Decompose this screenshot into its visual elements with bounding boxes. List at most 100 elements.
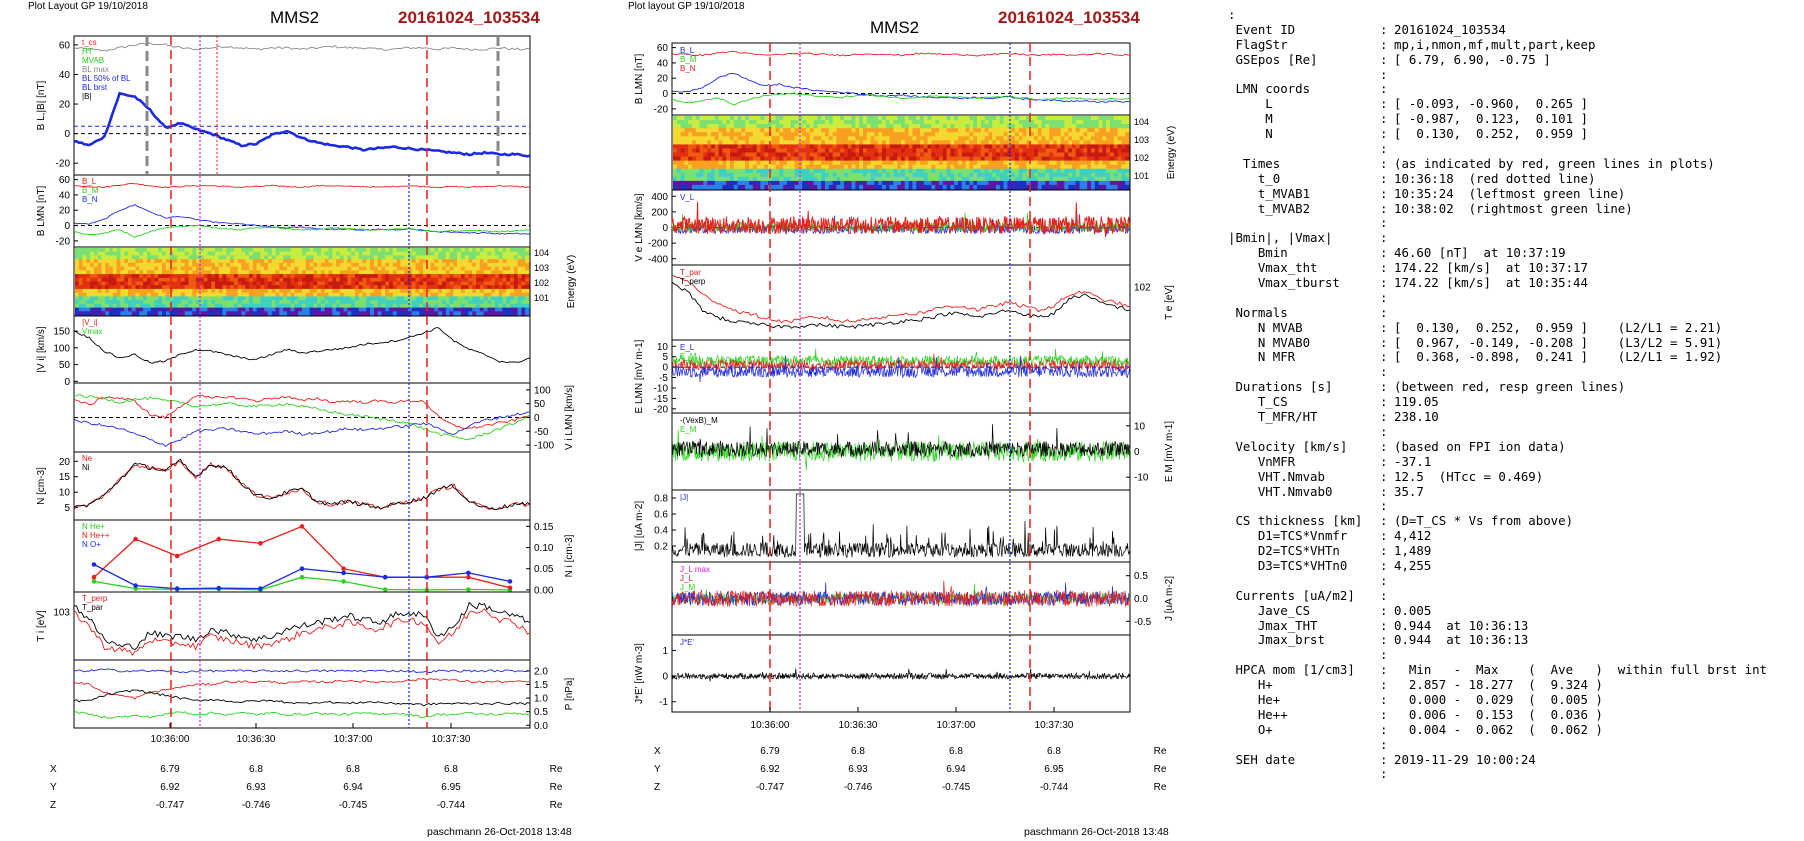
- heatmap-cell: [813, 128, 818, 133]
- heatmap-cell: [430, 270, 435, 275]
- heatmap-cell: [173, 307, 178, 312]
- heatmap-cell: [143, 251, 148, 256]
- heatmap-cell: [1117, 132, 1122, 137]
- heatmap-cell: [901, 132, 906, 137]
- heatmap-cell: [764, 132, 769, 137]
- heatmap-cell: [521, 270, 526, 275]
- heatmap-cell: [737, 168, 742, 174]
- heatmap-cell: [1049, 184, 1054, 190]
- heatmap-cell: [942, 132, 948, 137]
- heatmap-cell: [199, 248, 205, 253]
- heatmap-cell: [920, 136, 925, 141]
- heatmap-cell: [430, 296, 435, 301]
- heatmap-cell: [851, 116, 856, 121]
- heatmap-cell: [305, 292, 311, 297]
- legend-entry: J_L max: [680, 565, 710, 574]
- heatmap-cell: [131, 277, 137, 282]
- heatmap-cell: [1053, 168, 1058, 174]
- heatmap-cell: [973, 128, 978, 133]
- heatmap-cell: [411, 281, 416, 286]
- heatmap-cell: [279, 266, 284, 271]
- heatmap-cell: [882, 136, 887, 141]
- heatmap-cell: [863, 120, 868, 125]
- heatmap-cell: [343, 281, 348, 286]
- heatmap-cell: [1041, 168, 1046, 174]
- ephemeris-label: X: [654, 746, 661, 757]
- heatmap-cell: [752, 160, 758, 166]
- heatmap-cell: [714, 132, 720, 137]
- heatmap-cell: [1079, 160, 1084, 166]
- heatmap-cell: [233, 255, 239, 260]
- heatmap-cell: [283, 288, 288, 294]
- heatmap-cell: [1072, 140, 1077, 145]
- heatmap-cell: [901, 164, 906, 170]
- heatmap-cell: [150, 259, 155, 264]
- heatmap-cell: [309, 303, 314, 308]
- heatmap-cell: [396, 307, 401, 312]
- info-row: N MFR:[ 0.368, -0.898, 0.241 ] (L2/L1 = …: [1228, 350, 1798, 365]
- heatmap-cell: [935, 140, 940, 145]
- heatmap-cell: [1026, 132, 1031, 137]
- heatmap-cell: [177, 300, 182, 305]
- heatmap-cell: [760, 120, 765, 125]
- info-value: 0.005: [1394, 602, 1432, 618]
- heatmap-cell: [813, 140, 818, 145]
- heatmap-cell: [874, 144, 879, 149]
- heatmap-cell: [411, 292, 416, 297]
- heatmap-cell: [992, 156, 997, 162]
- heatmap-cell: [313, 288, 318, 294]
- heatmap-cell: [256, 259, 261, 264]
- heatmap-cell: [101, 251, 106, 256]
- heatmap-cell: [203, 248, 208, 253]
- heatmap-cell: [460, 277, 466, 282]
- info-colon: [1380, 8, 1394, 23]
- heatmap-cell: [426, 259, 432, 264]
- heatmap-cell: [78, 262, 84, 268]
- heatmap-cell: [226, 277, 231, 282]
- heatmap-cell: [139, 248, 144, 253]
- heatmap-cell: [798, 156, 803, 162]
- heatmap-cell: [1072, 168, 1077, 174]
- heatmap-cell: [1041, 124, 1046, 129]
- heatmap-cell: [396, 266, 401, 271]
- heatmap-cell: [358, 285, 364, 290]
- heatmap-cell: [1026, 148, 1031, 153]
- heatmap-cell: [332, 251, 337, 256]
- heatmap-cell: [726, 124, 731, 129]
- series-line: [671, 92, 1131, 106]
- heatmap-cell: [362, 300, 367, 305]
- heatmap-cell: [377, 281, 382, 286]
- heatmap-cell: [525, 281, 530, 286]
- heatmap-cell: [426, 300, 432, 305]
- y-tick-label: 400: [651, 192, 668, 203]
- heatmap-cell: [844, 164, 849, 170]
- heatmap-cell: [878, 160, 883, 166]
- heatmap-cell: [866, 164, 872, 170]
- heatmap-cell: [1102, 120, 1107, 125]
- heatmap-cell: [404, 277, 409, 282]
- heatmap-cell: [381, 292, 386, 297]
- heatmap-cell: [703, 160, 708, 166]
- heatmap-cell: [93, 285, 99, 290]
- heatmap-cell: [980, 124, 986, 129]
- heatmap-cell: [699, 160, 704, 166]
- heatmap-cell: [457, 288, 462, 294]
- heatmap-cell: [1049, 136, 1054, 141]
- info-key: Vmax_tburst: [1228, 275, 1340, 291]
- heatmap-cell: [961, 164, 967, 170]
- heatmap-cell: [309, 274, 314, 279]
- heatmap-cell: [737, 160, 742, 166]
- info-key: N MVAB0: [1228, 334, 1311, 350]
- heatmap-cell: [351, 277, 356, 282]
- heatmap-cell: [688, 168, 693, 174]
- heatmap-cell: [78, 266, 84, 271]
- heatmap-cell: [476, 255, 481, 260]
- heatmap-cell: [714, 136, 720, 141]
- heatmap-cell: [472, 285, 477, 290]
- heatmap-cell: [336, 262, 341, 268]
- heatmap-cell: [836, 124, 841, 129]
- heatmap-cell: [1083, 184, 1088, 190]
- heatmap-cell: [870, 140, 875, 145]
- heatmap-cell: [320, 262, 326, 268]
- info-colon: :: [1380, 706, 1388, 722]
